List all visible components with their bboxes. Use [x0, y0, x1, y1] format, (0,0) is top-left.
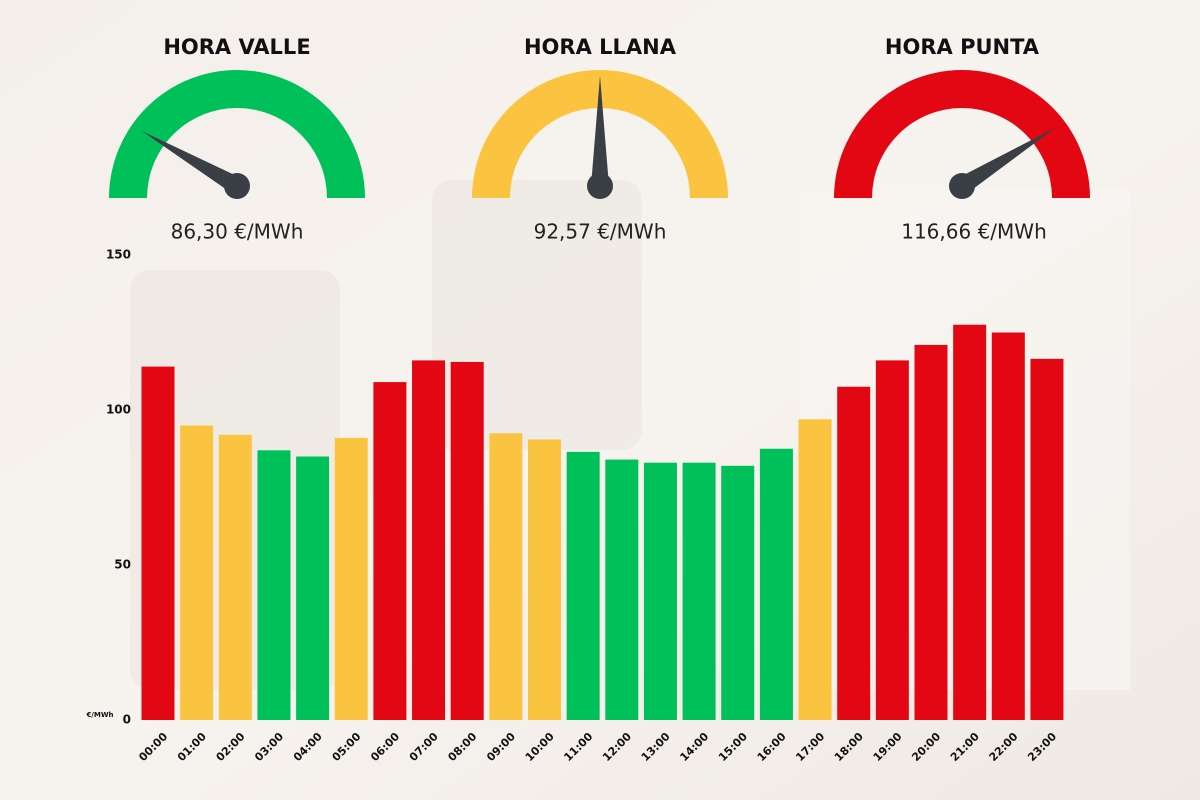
- bar: [412, 360, 446, 720]
- bar: [991, 332, 1025, 720]
- bar: [528, 439, 561, 720]
- bar: [373, 382, 407, 720]
- y-tick-label: 150: [106, 248, 131, 262]
- gauge-needle: [141, 131, 242, 194]
- gauge-hub: [224, 173, 250, 199]
- gauge-title: HORA PUNTA: [885, 35, 1040, 59]
- y-tick-label: 50: [114, 558, 131, 572]
- bar: [914, 344, 948, 720]
- bar: [489, 433, 523, 720]
- gauge-needle: [957, 127, 1056, 194]
- bar: [257, 450, 291, 720]
- gauge-value: 86,30 €/MWh: [171, 220, 304, 244]
- bar: [798, 419, 832, 720]
- bar: [643, 462, 677, 720]
- bar: [218, 434, 252, 720]
- bar: [566, 451, 600, 720]
- gauge-needle: [591, 76, 609, 186]
- y-unit: €/MWh: [85, 711, 113, 719]
- bar: [837, 386, 871, 720]
- gauge-value: 116,66 €/MWh: [901, 220, 1047, 244]
- gauge-title: HORA VALLE: [163, 35, 310, 59]
- bar: [296, 456, 330, 720]
- bar: [141, 366, 175, 720]
- bar: [875, 360, 909, 720]
- bar: [180, 425, 214, 720]
- bar: [1030, 358, 1064, 720]
- bar: [605, 459, 639, 720]
- bar: [721, 465, 755, 720]
- gauge-arc: [109, 70, 365, 198]
- gauge-arc: [834, 70, 1090, 198]
- bar: [450, 361, 484, 720]
- y-tick-label: 0: [123, 713, 131, 727]
- bar: [953, 324, 987, 720]
- gauge-value: 92,57 €/MWh: [534, 220, 667, 244]
- bar: [682, 462, 716, 720]
- gauge-hub: [949, 173, 975, 199]
- coin-stack: [432, 180, 642, 450]
- gauge-arc: [472, 70, 728, 198]
- y-tick-label: 100: [106, 403, 131, 417]
- gauge-title: HORA LLANA: [524, 35, 677, 59]
- bar: [334, 437, 368, 720]
- gauge-hub: [587, 173, 613, 199]
- bar: [759, 448, 793, 720]
